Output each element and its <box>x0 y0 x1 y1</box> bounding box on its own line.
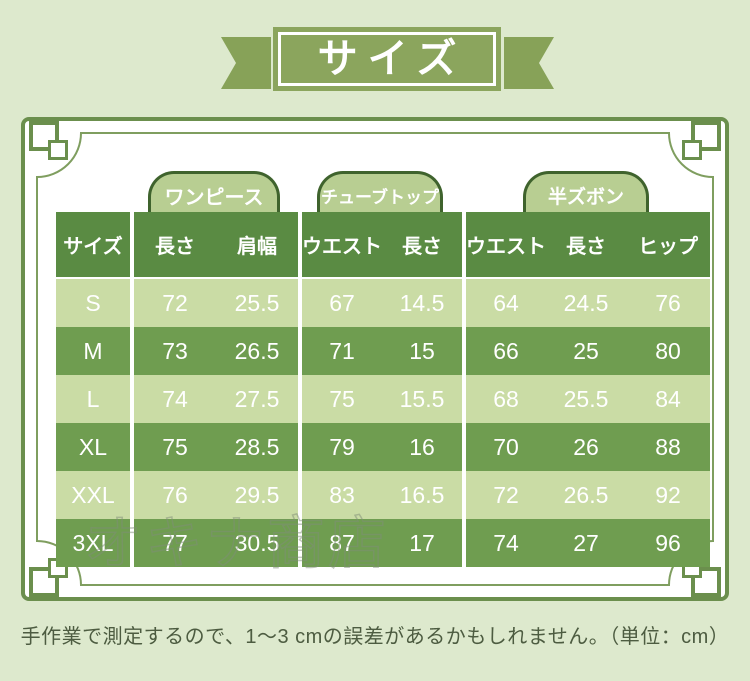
table-cell: 64 <box>466 279 546 327</box>
tab-onepiece: ワンピース <box>148 171 280 217</box>
table-cell: 15.5 <box>382 375 462 423</box>
table-cell: 76 <box>626 279 710 327</box>
table-cell: サイズ <box>56 212 130 277</box>
table-cell: 25.5 <box>216 279 298 327</box>
table-cell: 長さ <box>546 212 626 277</box>
table-row: XXL 76 29.5 83 16.5 72 26.5 92 <box>56 471 710 519</box>
measurement-note: 手作業で測定するので、1〜3 cmの誤差があるかもしれません。（単位：cm） <box>20 626 730 648</box>
table-cell: 16.5 <box>382 471 462 519</box>
table-cell: 25.5 <box>546 375 626 423</box>
table-cell: 92 <box>626 471 710 519</box>
table-cell: 68 <box>466 375 546 423</box>
ribbon-tail-left-icon <box>221 37 271 89</box>
table-cell: 75 <box>302 375 382 423</box>
table-cell: 72 <box>466 471 546 519</box>
table-row: S 72 25.5 67 14.5 64 24.5 76 <box>56 279 710 327</box>
table-cell: 77 <box>134 519 216 567</box>
table-row: M 73 26.5 71 15 66 25 80 <box>56 327 710 375</box>
table-cell: 29.5 <box>216 471 298 519</box>
title-banner: サイズ <box>273 27 501 91</box>
table-cell: 26.5 <box>216 327 298 375</box>
table-cell: 28.5 <box>216 423 298 471</box>
table-row: 3XL 77 30.5 87 17 74 27 96 <box>56 519 710 567</box>
table-header-row: サイズ 長さ 肩幅 ウエスト 長さ ウエスト 長さ ヒップ <box>56 212 710 277</box>
table-cell: 70 <box>466 423 546 471</box>
table-cell: 83 <box>302 471 382 519</box>
table-cell: 67 <box>302 279 382 327</box>
table-cell: 長さ <box>134 212 216 277</box>
table-cell: 66 <box>466 327 546 375</box>
table-cell: 15 <box>382 327 462 375</box>
tab-shorts: 半ズボン <box>523 171 649 217</box>
table-cell: 73 <box>134 327 216 375</box>
table-cell: 96 <box>626 519 710 567</box>
table-row: L 74 27.5 75 15.5 68 25.5 84 <box>56 375 710 423</box>
table-cell: 75 <box>134 423 216 471</box>
table-cell: 76 <box>134 471 216 519</box>
tab-onepiece-label: ワンピース <box>164 187 264 209</box>
table-cell: ヒップ <box>626 212 710 277</box>
table-cell: M <box>56 327 130 375</box>
tab-tubetop-label: チューブトップ <box>321 188 439 207</box>
table-cell: 24.5 <box>546 279 626 327</box>
size-table: サイズ 長さ 肩幅 ウエスト 長さ ウエスト 長さ ヒップ S 72 25.5 67 14.5 64 24… <box>56 212 710 567</box>
tab-tubetop: チューブトップ <box>317 171 443 217</box>
ribbon-tail-right-icon <box>504 37 554 89</box>
table-cell: 88 <box>626 423 710 471</box>
table-cell: 14.5 <box>382 279 462 327</box>
table-cell: L <box>56 375 130 423</box>
table-cell: ウエスト <box>302 212 382 277</box>
table-cell: 3XL <box>56 519 130 567</box>
table-cell: 肩幅 <box>216 212 298 277</box>
table-cell: 74 <box>466 519 546 567</box>
table-cell: ウエスト <box>466 212 546 277</box>
table-cell: 27 <box>546 519 626 567</box>
table-cell: 25 <box>546 327 626 375</box>
table-cell: 79 <box>302 423 382 471</box>
table-cell: 87 <box>302 519 382 567</box>
table-cell: 長さ <box>382 212 462 277</box>
table-cell: 26.5 <box>546 471 626 519</box>
table-cell: XL <box>56 423 130 471</box>
table-cell: XXL <box>56 471 130 519</box>
page-title: サイズ <box>317 37 467 81</box>
table-cell: 27.5 <box>216 375 298 423</box>
table-cell: 71 <box>302 327 382 375</box>
table-cell: 17 <box>382 519 462 567</box>
table-body: S 72 25.5 67 14.5 64 24.5 76 M 73 26.5 71 15 66 25 80 L 7… <box>56 279 710 567</box>
table-cell: 16 <box>382 423 462 471</box>
table-cell: 74 <box>134 375 216 423</box>
table-cell: 84 <box>626 375 710 423</box>
table-row: XL 75 28.5 79 16 70 26 88 <box>56 423 710 471</box>
tab-shorts-label: 半ズボン <box>547 187 624 208</box>
table-cell: 72 <box>134 279 216 327</box>
table-cell: 30.5 <box>216 519 298 567</box>
title-banner-inner-border: サイズ <box>278 32 496 86</box>
table-cell: 80 <box>626 327 710 375</box>
table-cell: S <box>56 279 130 327</box>
table-cell: 26 <box>546 423 626 471</box>
